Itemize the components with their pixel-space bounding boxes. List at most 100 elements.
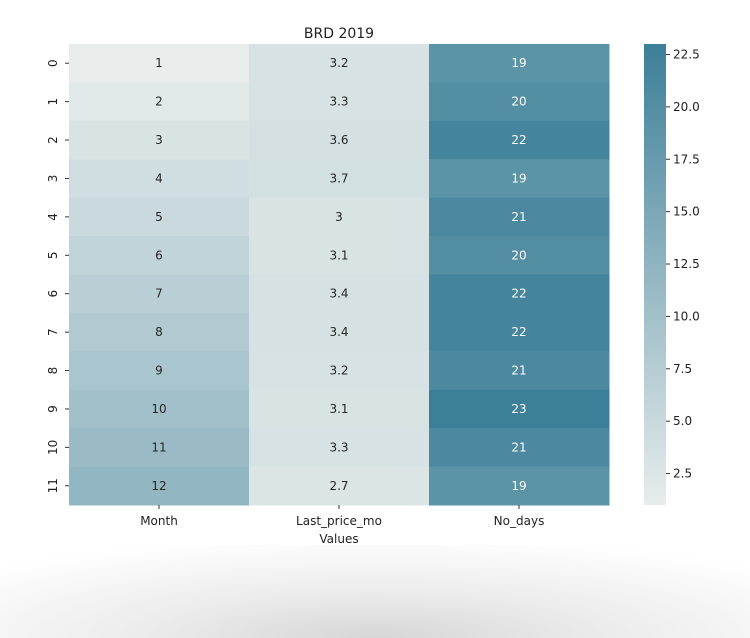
heatmap-cell (69, 274, 250, 314)
heatmap-cell (249, 274, 430, 314)
cell-label: 12 (151, 479, 166, 493)
cell-label: 3.7 (329, 171, 348, 185)
y-tick-label: 6 (46, 290, 60, 298)
cell-label: 3.1 (329, 402, 348, 416)
heatmap-cell (429, 466, 610, 506)
cell-label: 3.3 (329, 440, 348, 454)
heatmap-cell (69, 466, 250, 506)
cell-label: 3.1 (329, 248, 348, 262)
heatmap-cells (69, 44, 610, 506)
heatmap-cell (429, 159, 610, 199)
colorbar-tick-label: 5.0 (673, 414, 692, 428)
cell-label: 21 (511, 440, 526, 454)
heatmap-cell (429, 312, 610, 352)
cell-label: 21 (511, 364, 526, 378)
colorbar-tick-label: 22.5 (673, 47, 700, 61)
y-tick-label: 10 (46, 440, 60, 455)
x-tick-label: Month (140, 514, 178, 528)
y-tick-label: 1 (46, 98, 60, 106)
heatmap-cell (429, 351, 610, 391)
x-axis-label: Values (319, 532, 358, 545)
colorbar: 2.5 5.0 7.5 10.0 12.5 15.0 17.5 20.0 22.5 (644, 44, 700, 505)
cell-label: 1 (155, 56, 163, 70)
x-tick-label: Last_price_mo (296, 514, 382, 528)
cell-label: 22 (511, 133, 526, 147)
cell-label: 19 (511, 479, 526, 493)
heatmap-cell (249, 159, 430, 199)
heatmap-cell (249, 44, 430, 83)
heatmap-cell (69, 44, 250, 83)
y-tick-label: 9 (46, 405, 60, 413)
heatmap-cell (69, 159, 250, 199)
cell-label: 3 (155, 133, 163, 147)
y-tick-label: 11 (46, 478, 60, 493)
cell-label: 23 (511, 402, 526, 416)
cell-label: 3.4 (329, 287, 348, 301)
colorbar-tick-label: 10.0 (673, 309, 700, 323)
y-tick-label: 7 (46, 328, 60, 336)
heatmap-cell (429, 428, 610, 468)
cell-label: 20 (511, 95, 526, 109)
heatmap-cell (69, 351, 250, 391)
cell-label: 2.7 (329, 479, 348, 493)
chart-title: BRD 2019 (304, 26, 374, 42)
cell-label: 22 (511, 287, 526, 301)
cell-label: 3.2 (329, 364, 348, 378)
heatmap-cell (429, 236, 610, 275)
colorbar-tick-label: 20.0 (673, 100, 700, 114)
cell-label: 22 (511, 325, 526, 339)
heatmap-cell (429, 389, 610, 429)
heatmap-cell (249, 428, 430, 468)
colorbar-tick-label: 7.5 (673, 362, 692, 376)
colorbar-ticks: 2.5 5.0 7.5 10.0 12.5 15.0 17.5 20.0 22.5 (666, 47, 700, 481)
colorbar-tick-label: 12.5 (673, 257, 700, 271)
bottom-shadow (0, 545, 750, 638)
y-tick-label: 5 (46, 251, 60, 259)
cell-label: 20 (511, 248, 526, 262)
heatmap-cell (69, 428, 250, 468)
colorbar-gradient (644, 44, 666, 505)
heatmap-figure: BRD 2019 1 3.2 192 3.3 203 3.6 224 3.7 195 3 216 3.… (46, 26, 700, 545)
y-tick-label: 4 (46, 213, 60, 221)
cell-label: 4 (155, 171, 163, 185)
heatmap-cell (69, 389, 250, 429)
heatmap-cell (429, 82, 610, 122)
heatmap-cell (249, 312, 430, 352)
cell-label: 9 (155, 364, 163, 378)
heatmap-cell (69, 82, 250, 122)
heatmap-cell (249, 236, 430, 275)
heatmap-cell (69, 312, 250, 352)
cell-label: 7 (155, 287, 163, 301)
heatmap-cell (249, 197, 430, 237)
cell-label: 2 (155, 95, 163, 109)
colorbar-tick-label: 17.5 (673, 152, 700, 166)
heatmap-cell (249, 82, 430, 122)
cell-label: 3.2 (329, 56, 348, 70)
cell-label: 19 (511, 171, 526, 185)
y-tick-label: 2 (46, 136, 60, 144)
y-tick-label: 3 (46, 175, 60, 183)
cell-label: 5 (155, 210, 163, 224)
cell-label: 8 (155, 325, 163, 339)
x-tick-label: No_days (494, 514, 545, 528)
heatmap-cell (69, 197, 250, 237)
cell-label: 3.4 (329, 325, 348, 339)
colorbar-tick-label: 2.5 (673, 467, 692, 481)
cell-label: 11 (151, 440, 166, 454)
heatmap-cell (429, 44, 610, 83)
cell-label: 6 (155, 248, 163, 262)
heatmap-cell (249, 466, 430, 506)
x-tick-labels: Month Last_price_mo No_days (140, 505, 544, 528)
heatmap-cell (249, 351, 430, 391)
cell-label: 10 (151, 402, 166, 416)
heatmap-cell (429, 274, 610, 314)
cell-label: 19 (511, 56, 526, 70)
cell-label: 3 (335, 210, 343, 224)
cell-label: 21 (511, 210, 526, 224)
cell-annotations: 1 3.2 19 2 3.3 20 3 3.6 22 4 3.7 19 5 3 21 6 3.1 20 7 3.4 22… (151, 56, 526, 493)
colorbar-tick-label: 15.0 (673, 205, 700, 219)
y-tick-labels: 0 1 2 3 4 5 6 7 8 9 10 11 (46, 59, 69, 493)
heatmap-cell (249, 120, 430, 160)
heatmap-cell (429, 120, 610, 160)
heatmap-cell (69, 120, 250, 160)
